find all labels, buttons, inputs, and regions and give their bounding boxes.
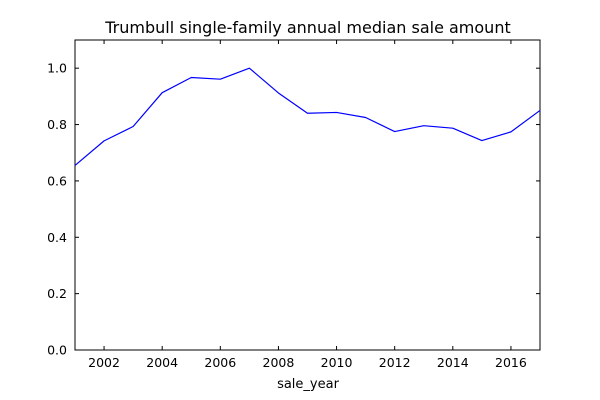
chart-title: Trumbull single-family annual median sal… bbox=[104, 18, 510, 37]
y-tick-label: 0.6 bbox=[47, 173, 67, 188]
x-tick-label: 2016 bbox=[495, 355, 527, 370]
y-tick-label: 0.0 bbox=[47, 343, 67, 358]
x-tick-label: 2008 bbox=[263, 355, 295, 370]
x-tick-label: 2012 bbox=[379, 355, 411, 370]
y-tick-label: 0.4 bbox=[47, 230, 67, 245]
x-tick-label: 2002 bbox=[88, 355, 120, 370]
x-axis-label: sale_year bbox=[277, 377, 340, 392]
plot-frame bbox=[74, 39, 541, 351]
y-tick-label: 0.2 bbox=[47, 286, 67, 301]
plot-area: 2002 2004 2006 2008 2010 2012 2014 2016 0.0 0.2 0.… bbox=[47, 39, 541, 370]
y-tick-label: 0.8 bbox=[47, 117, 67, 132]
x-tick-label: 2010 bbox=[321, 355, 353, 370]
x-tick-label: 2006 bbox=[204, 355, 236, 370]
y-tick-label: 1.0 bbox=[47, 61, 67, 76]
series-line bbox=[74, 67, 541, 166]
x-tick-label: 2004 bbox=[146, 355, 178, 370]
x-tick-label: 2014 bbox=[437, 355, 469, 370]
